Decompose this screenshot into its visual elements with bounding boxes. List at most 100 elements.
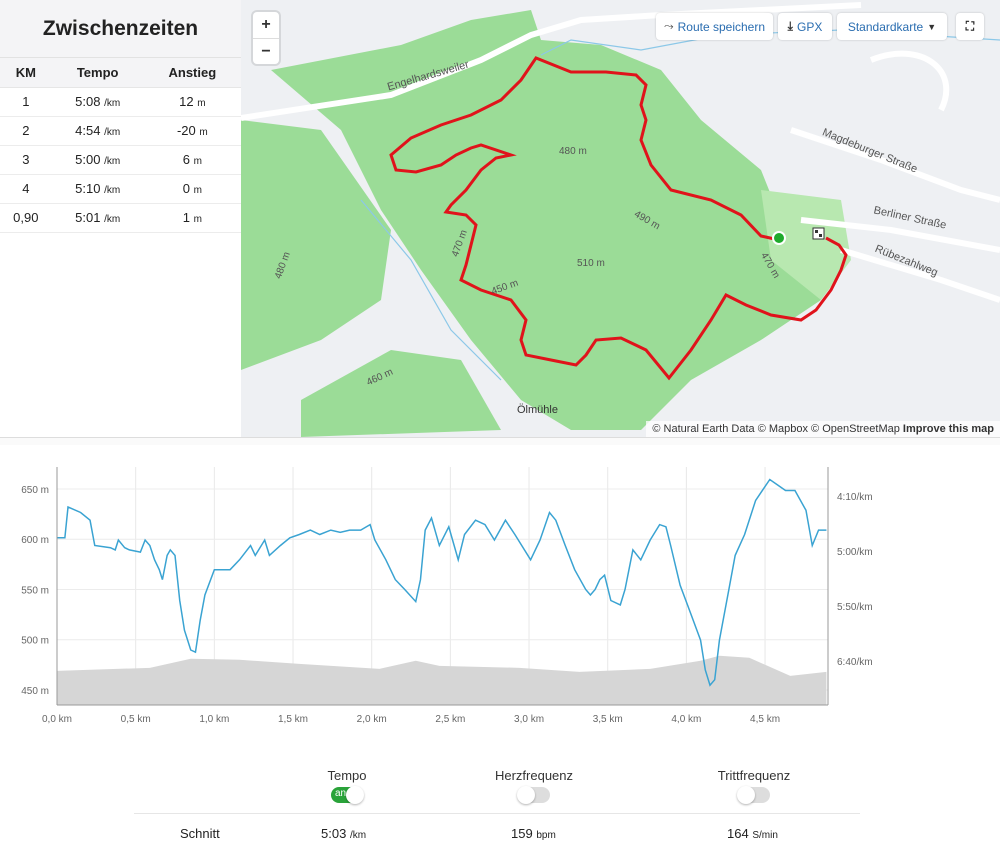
split-row: 4 5:10 /km 0 m [0, 174, 241, 204]
zoom-in-button[interactable]: + [261, 16, 271, 33]
split-pace: 5:10 /km [51, 174, 144, 204]
avg-hr: 159 bpm [511, 826, 556, 841]
panel-resize-handle[interactable] [0, 437, 1000, 445]
pace-unit: /km [104, 214, 121, 225]
gpx-download-button[interactable]: ⤓ GPX [778, 13, 832, 40]
x-tick-label: 3,5 km [593, 714, 623, 725]
climb-value: 1 [182, 210, 190, 225]
pace-value: 5:00 [75, 152, 101, 167]
save-route-button[interactable]: ⤳ Route speichern [656, 13, 773, 40]
pace-unit: /km [104, 98, 121, 109]
x-tick-label: 4,5 km [750, 714, 780, 725]
split-climb: 0 m [143, 174, 241, 204]
avg-hr-unit: bpm [536, 830, 556, 841]
elevation-pace-chart: 0,0 km 0,5 km 1,0 km 1,5 km 2,0 km 2,5 km 3,0 … [21, 467, 873, 725]
split-km: 2 [0, 116, 52, 146]
climb-value: 12 [179, 94, 194, 109]
climb-unit: m [193, 185, 202, 196]
pace-value: 5:08 [75, 94, 101, 109]
avg-pace-unit: /km [349, 830, 367, 841]
fullscreen-icon: ⛶ [965, 19, 975, 33]
split-pace: 4:54 /km [51, 116, 144, 146]
climb-value: 0 [182, 181, 190, 196]
splits-title: Zwischenzeiten [0, 0, 241, 58]
attribution-text: © Natural Earth Data © Mapbox © OpenStre… [652, 423, 900, 435]
pace-value: 5:10 [75, 181, 101, 196]
splits-panel: Zwischenzeiten KM Tempo Anstieg 1 5:08 /… [0, 0, 241, 437]
x-tick-label: 3,0 km [514, 714, 544, 725]
average-label: Schnitt [180, 826, 220, 841]
map-type-dropdown[interactable]: Standardkarte ▼ [837, 13, 947, 40]
left-tick-label: 500 m [21, 636, 49, 647]
x-tick-label: 2,0 km [357, 714, 387, 725]
climb-value: -20 [176, 123, 196, 138]
contour-label: 480 m [559, 146, 587, 157]
avg-hr-value: 159 [511, 826, 533, 841]
split-row: 2 4:54 /km -20 m [0, 116, 241, 146]
x-tick-label: 0,0 km [42, 714, 72, 725]
climb-unit: m [193, 214, 202, 225]
finish-flag-icon [812, 227, 825, 240]
route-icon: ⤳ [664, 19, 674, 33]
cadence-label: Trittfrequenz [717, 768, 791, 783]
avg-pace-value: 5:03 [321, 826, 347, 841]
left-tick-label: 550 m [21, 585, 49, 596]
avg-cadence-value: 164 [727, 826, 749, 841]
split-pace: 5:08 /km [51, 87, 144, 117]
zoom-control: + − [253, 12, 279, 64]
fullscreen-button[interactable]: ⛶ [956, 13, 984, 40]
right-tick-label: 6:40/km [837, 657, 873, 668]
split-km: 1 [0, 87, 52, 117]
tempo-toggle[interactable]: an [331, 786, 364, 804]
split-km: 4 [0, 174, 52, 204]
save-route-label: Route speichern [677, 19, 765, 34]
cadence-column: Trittfrequenz [674, 768, 834, 804]
improve-map-link[interactable]: Improve this map [902, 423, 994, 435]
split-climb: 6 m [143, 145, 241, 175]
left-tick-label: 600 m [21, 535, 49, 546]
avg-cadence: 164 S/min [727, 826, 778, 841]
x-tick-label: 1,0 km [199, 714, 229, 725]
climb-value: 6 [182, 152, 190, 167]
split-pace: 5:00 /km [51, 145, 144, 175]
caret-down-icon: ▼ [927, 21, 937, 32]
route-map[interactable]: Engelhardsweiler Magdeburger Straße Berl… [241, 0, 1000, 437]
average-row: Schnitt 5:03 /km 159 bpm 164 S/min [134, 813, 860, 853]
pace-unit: /km [104, 156, 121, 167]
split-km: 0,90 [0, 203, 52, 233]
hr-toggle[interactable] [517, 786, 550, 804]
climb-unit: m [197, 98, 206, 109]
elevation-area [57, 655, 827, 705]
split-climb: 1 m [143, 203, 241, 233]
split-row: 1 5:08 /km 12 m [0, 87, 241, 117]
gpx-label: GPX [796, 19, 823, 34]
cadence-toggle[interactable] [737, 786, 770, 804]
toggle-on-text: an [335, 788, 347, 799]
pace-value: 5:01 [75, 210, 101, 225]
route-line [389, 56, 848, 381]
pace-value: 4:54 [75, 123, 101, 138]
zoom-out-button[interactable]: − [253, 38, 279, 64]
hr-column: Herzfrequenz [454, 768, 614, 804]
x-tick-label: 1,5 km [278, 714, 308, 725]
climb-unit: m [193, 156, 202, 167]
climb-unit: m [199, 127, 208, 138]
hr-label: Herzfrequenz [494, 768, 574, 783]
pace-unit: /km [104, 185, 121, 196]
x-tick-label: 2,5 km [435, 714, 465, 725]
roads [241, 2, 1000, 303]
x-tick-label: 0,5 km [121, 714, 151, 725]
right-tick-label: 5:50/km [837, 602, 873, 613]
split-row: 3 5:00 /km 6 m [0, 145, 241, 175]
x-tick-label: 4,0 km [671, 714, 701, 725]
download-icon: ⤓ [787, 19, 793, 33]
label-oelmuehle: Ölmühle [517, 404, 558, 416]
forest-areas [241, 10, 851, 437]
avg-cadence-unit: S/min [752, 830, 778, 841]
right-tick-label: 5:00/km [837, 547, 873, 558]
pace-line [57, 478, 827, 687]
col-climb: Anstieg [143, 58, 241, 88]
split-pace: 5:01 /km [51, 203, 144, 233]
left-tick-label: 650 m [21, 485, 49, 496]
right-tick-label: 4:10/km [837, 492, 873, 503]
